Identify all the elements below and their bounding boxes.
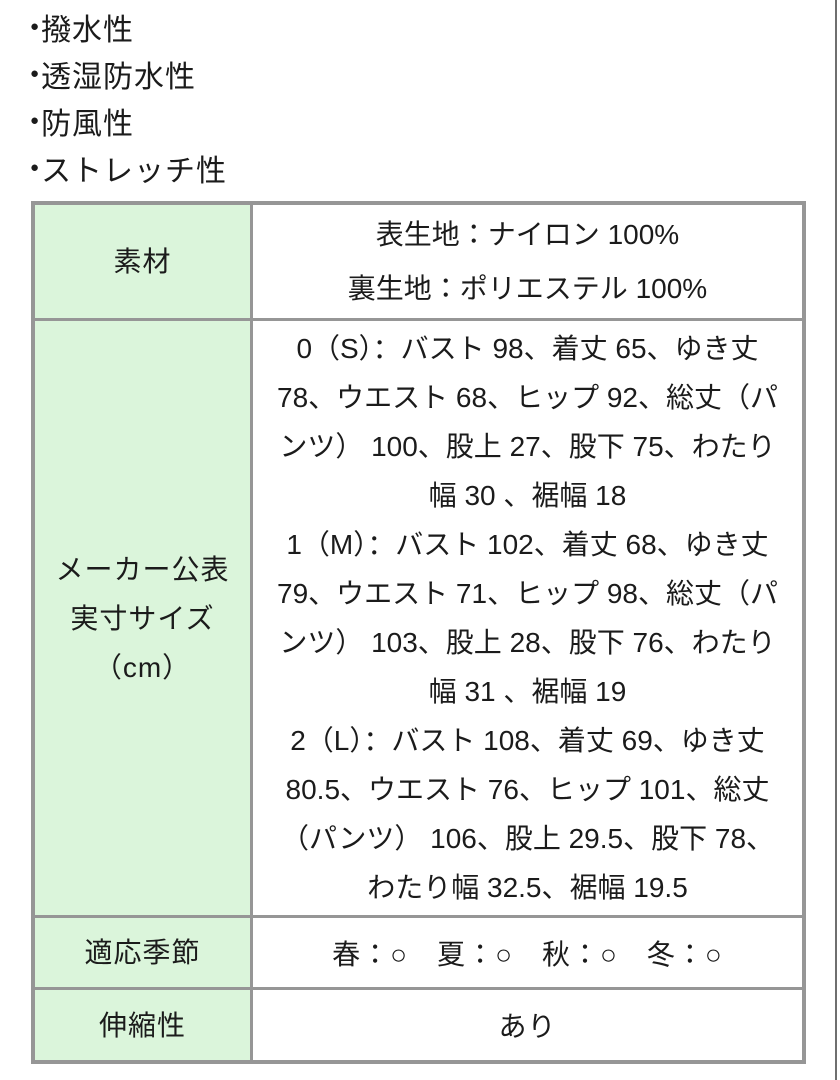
size-header-line: 実寸サイズ	[70, 602, 215, 634]
stretch-value-cell: あり	[250, 987, 806, 1064]
size-value-cell: 0（S）：バスト 98、着丈 65、ゆき丈 78、ウエスト 68、ヒップ 92、…	[250, 318, 806, 918]
list-item: ● 防風性	[30, 97, 840, 144]
screenshot-right-edge-line	[835, 0, 837, 1080]
table-row-season: 適応季節 春：○ 夏：○ 秋：○ 冬：○	[31, 915, 806, 990]
bullet-icon: ●	[30, 18, 41, 35]
table-row-size: メーカー公表 実寸サイズ （cm） 0（S）：バスト 98、着丈 65、ゆき丈 …	[31, 318, 806, 918]
bullet-icon: ●	[30, 159, 41, 176]
size-entry-l: 2（L）：バスト 108、着丈 69、ゆき丈 80.5、ウエスト 76、ヒップ …	[280, 725, 775, 903]
size-entry-s: 0（S）：バスト 98、着丈 65、ゆき丈 78、ウエスト 68、ヒップ 92、…	[277, 333, 778, 511]
season-value-cell: 春：○ 夏：○ 秋：○ 冬：○	[250, 915, 806, 990]
size-specs: 0（S）：バスト 98、着丈 65、ゆき丈 78、ウエスト 68、ヒップ 92、…	[254, 322, 801, 914]
feature-label: ストレッチ性	[41, 154, 228, 188]
row-header-stretch: 伸縮性	[31, 987, 253, 1064]
size-entry-m: 1（M）：バスト 102、着丈 68、ゆき丈 79、ウエスト 71、ヒップ 98…	[277, 529, 778, 707]
bullet-icon: ●	[30, 112, 41, 129]
size-header-line: （cm）	[93, 651, 192, 683]
size-header-line: メーカー公表	[55, 553, 230, 585]
table-row-material: 素材 表生地：ナイロン 100% 裏生地：ポリエステル 100%	[31, 201, 806, 321]
bullet-icon: ●	[30, 65, 41, 82]
list-item: ● 撥水性	[30, 3, 840, 50]
material-lining-fabric: 裏生地：ポリエステル 100%	[347, 272, 708, 304]
table-row-stretch: 伸縮性 あり	[31, 987, 806, 1064]
list-item: ● 透湿防水性	[30, 50, 840, 97]
feature-label: 透湿防水性	[41, 60, 197, 94]
spec-table: 素材 表生地：ナイロン 100% 裏生地：ポリエステル 100% メーカー公表 …	[31, 201, 806, 1064]
feature-list: ● 撥水性 ● 透湿防水性 ● 防風性 ● ストレッチ性	[0, 0, 840, 191]
material-outer-fabric: 表生地：ナイロン 100%	[375, 218, 680, 250]
row-header-size: メーカー公表 実寸サイズ （cm）	[31, 318, 253, 918]
feature-label: 撥水性	[41, 13, 135, 47]
list-item: ● ストレッチ性	[30, 144, 840, 191]
material-value-cell: 表生地：ナイロン 100% 裏生地：ポリエステル 100%	[250, 201, 806, 321]
feature-label: 防風性	[41, 107, 135, 141]
row-header-season: 適応季節	[31, 915, 253, 990]
row-header-material: 素材	[31, 201, 253, 321]
